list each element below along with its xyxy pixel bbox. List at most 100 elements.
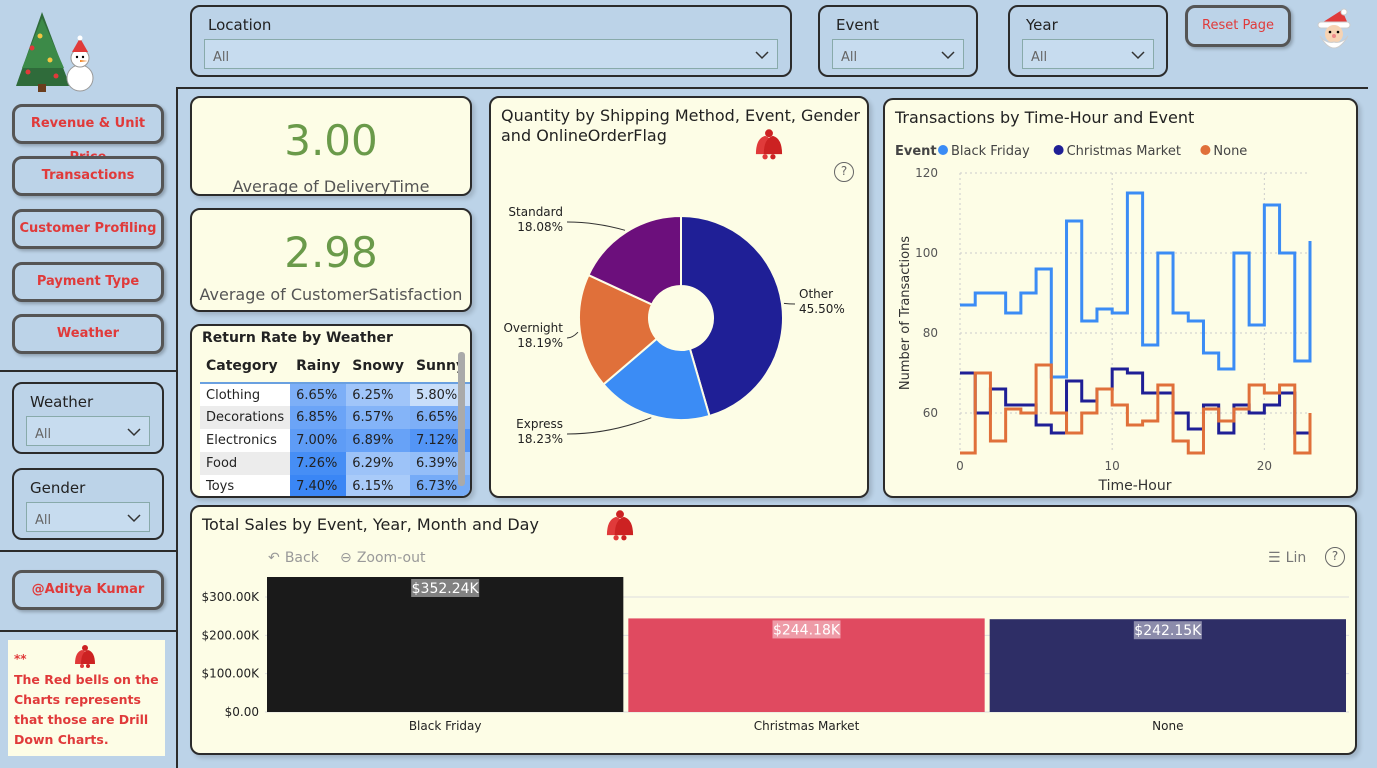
donut-label: Express bbox=[516, 417, 563, 431]
donut-percent-label: 18.23% bbox=[517, 432, 563, 446]
year-filter[interactable]: Year All bbox=[1008, 5, 1168, 77]
series-line-black-friday bbox=[960, 191, 1312, 379]
bar-christmas-market bbox=[628, 618, 985, 712]
bar-black-friday bbox=[267, 577, 624, 712]
y-tick-label: 120 bbox=[915, 166, 938, 180]
event-select[interactable]: All bbox=[832, 39, 964, 69]
return-rate-title: Return Rate by Weather bbox=[202, 330, 393, 346]
rate-cell: 7.12% bbox=[409, 429, 470, 452]
rate-cell: 6.39% bbox=[409, 452, 470, 475]
transactions-card: Transactions by Time-Hour and Event Even… bbox=[883, 98, 1358, 498]
weather-filter-label: Weather bbox=[30, 393, 94, 411]
rate-cell: 7.00% bbox=[290, 429, 347, 452]
legend-label: None bbox=[1213, 144, 1247, 159]
table-row: Food 7.26% 6.29% 6.39% bbox=[200, 452, 470, 475]
location-value: All bbox=[213, 50, 230, 65]
nav-revenue-button[interactable]: Revenue & Unit Price bbox=[12, 104, 164, 165]
sidebar-divider-2 bbox=[0, 550, 177, 552]
note-stars: ** bbox=[14, 652, 27, 666]
reset-page-button[interactable]: Reset Page bbox=[1185, 5, 1291, 47]
event-filter[interactable]: Event All bbox=[818, 5, 978, 77]
table-header-category[interactable]: Category bbox=[200, 354, 291, 384]
y-tick-label: 80 bbox=[923, 326, 938, 340]
rate-cell: 6.29% bbox=[346, 452, 410, 475]
sidebar-divider-3 bbox=[0, 630, 177, 632]
rate-cell: 6.25% bbox=[346, 383, 410, 406]
nav-customer-profiling-button[interactable]: Customer Profiling bbox=[12, 209, 164, 249]
nav-transactions-button[interactable]: Transactions bbox=[12, 156, 164, 196]
legend-marker bbox=[938, 145, 948, 155]
help-icon[interactable]: ? bbox=[1325, 547, 1345, 567]
table-header-rainy[interactable]: Rainy bbox=[290, 354, 347, 384]
zoom-out-button[interactable]: ⊖ Zoom-out bbox=[340, 547, 425, 566]
location-select[interactable]: All bbox=[204, 39, 778, 69]
table-header-snowy[interactable]: Snowy bbox=[346, 354, 410, 384]
christmas-tree-icon bbox=[16, 12, 94, 92]
donut-title-line2: and OnlineOrderFlag bbox=[501, 126, 667, 145]
legend-title: Event bbox=[895, 144, 937, 159]
table-scrollbar[interactable] bbox=[458, 352, 465, 486]
year-value: All bbox=[1031, 50, 1048, 65]
gender-filter[interactable]: Gender All bbox=[12, 468, 164, 540]
top-divider bbox=[178, 87, 1368, 89]
table-row: Electronics 7.00% 6.89% 7.12% bbox=[200, 429, 470, 452]
gender-filter-label: Gender bbox=[30, 479, 86, 497]
y-tick-label: 100 bbox=[915, 246, 938, 260]
transactions-line-chart: Event Black Friday Christmas Market None 60 8… bbox=[895, 144, 1312, 494]
y-tick-label: $300.00K bbox=[202, 590, 261, 604]
gender-select[interactable]: All bbox=[26, 502, 150, 532]
x-tick-label: 20 bbox=[1257, 459, 1272, 473]
back-label: Back bbox=[284, 550, 319, 566]
bell-icon bbox=[75, 645, 95, 668]
lin-label: Lin bbox=[1285, 550, 1307, 566]
y-tick-label: $0.00 bbox=[225, 705, 259, 719]
rate-cell: 6.65% bbox=[290, 383, 347, 406]
kpi-delivery-time-value: 3.00 bbox=[284, 116, 378, 165]
event-filter-label: Event bbox=[836, 16, 879, 34]
data-label: $242.15K bbox=[1134, 623, 1202, 639]
back-button[interactable]: ↶ Back bbox=[268, 547, 319, 566]
data-label: $352.24K bbox=[412, 581, 480, 597]
rate-cell: 6.85% bbox=[290, 406, 347, 429]
series-line-christmas-market bbox=[960, 367, 1312, 449]
chevron-down-icon bbox=[941, 51, 955, 60]
weather-filter[interactable]: Weather All bbox=[12, 382, 164, 454]
list-icon: ☰ bbox=[1268, 550, 1281, 566]
kpi-customer-satisfaction: 2.98 Average of CustomerSatisfaction bbox=[190, 208, 472, 312]
legend-marker bbox=[1053, 145, 1064, 155]
legend-label: Black Friday bbox=[951, 144, 1030, 159]
x-tick-label: None bbox=[1152, 719, 1183, 733]
donut-slice-express bbox=[602, 337, 711, 421]
data-label: $244.18K bbox=[773, 622, 841, 638]
weather-select[interactable]: All bbox=[26, 416, 150, 446]
y-axis-label: Number of Transactions bbox=[898, 236, 913, 390]
chevron-down-icon bbox=[127, 514, 141, 523]
rate-cell: 7.40% bbox=[290, 475, 347, 496]
nav-weather-button[interactable]: Weather bbox=[12, 314, 164, 354]
x-tick-label: 0 bbox=[956, 459, 964, 473]
year-select[interactable]: All bbox=[1022, 39, 1154, 69]
lin-toggle[interactable]: ☰ Lin bbox=[1268, 547, 1306, 566]
author-button[interactable]: @Aditya Kumar bbox=[12, 570, 164, 610]
x-tick-label: 10 bbox=[1105, 459, 1120, 473]
return-rate-card: Return Rate by Weather Category Rainy Snow… bbox=[190, 324, 472, 498]
sales-card: Total Sales by Event, Year, Month and Da… bbox=[190, 505, 1357, 755]
help-icon[interactable]: ? bbox=[834, 162, 854, 182]
nav-payment-type-button[interactable]: Payment Type bbox=[12, 262, 164, 302]
location-filter-label: Location bbox=[208, 16, 272, 34]
category-cell: Clothing bbox=[200, 383, 291, 406]
zoom-out-label: Zoom-out bbox=[356, 550, 426, 566]
sidebar-divider bbox=[176, 87, 178, 768]
shipping-donut-card: Quantity by Shipping Method, Event, Gend… bbox=[489, 96, 869, 498]
bell-icon bbox=[606, 510, 634, 541]
chevron-down-icon bbox=[755, 51, 769, 60]
kpi-delivery-time: 3.00 Average of DeliveryTime bbox=[190, 96, 472, 196]
weather-value: All bbox=[35, 427, 52, 442]
bell-icon bbox=[755, 129, 783, 160]
donut-label: Overnight bbox=[503, 321, 563, 335]
legend-label: Christmas Market bbox=[1067, 144, 1181, 159]
donut-title-line1: Quantity by Shipping Method, Event, Gend… bbox=[501, 106, 860, 125]
location-filter[interactable]: Location All bbox=[190, 5, 792, 77]
table-row: Toys 7.40% 6.15% 6.73% bbox=[200, 475, 470, 496]
donut-leader-line bbox=[566, 417, 652, 435]
